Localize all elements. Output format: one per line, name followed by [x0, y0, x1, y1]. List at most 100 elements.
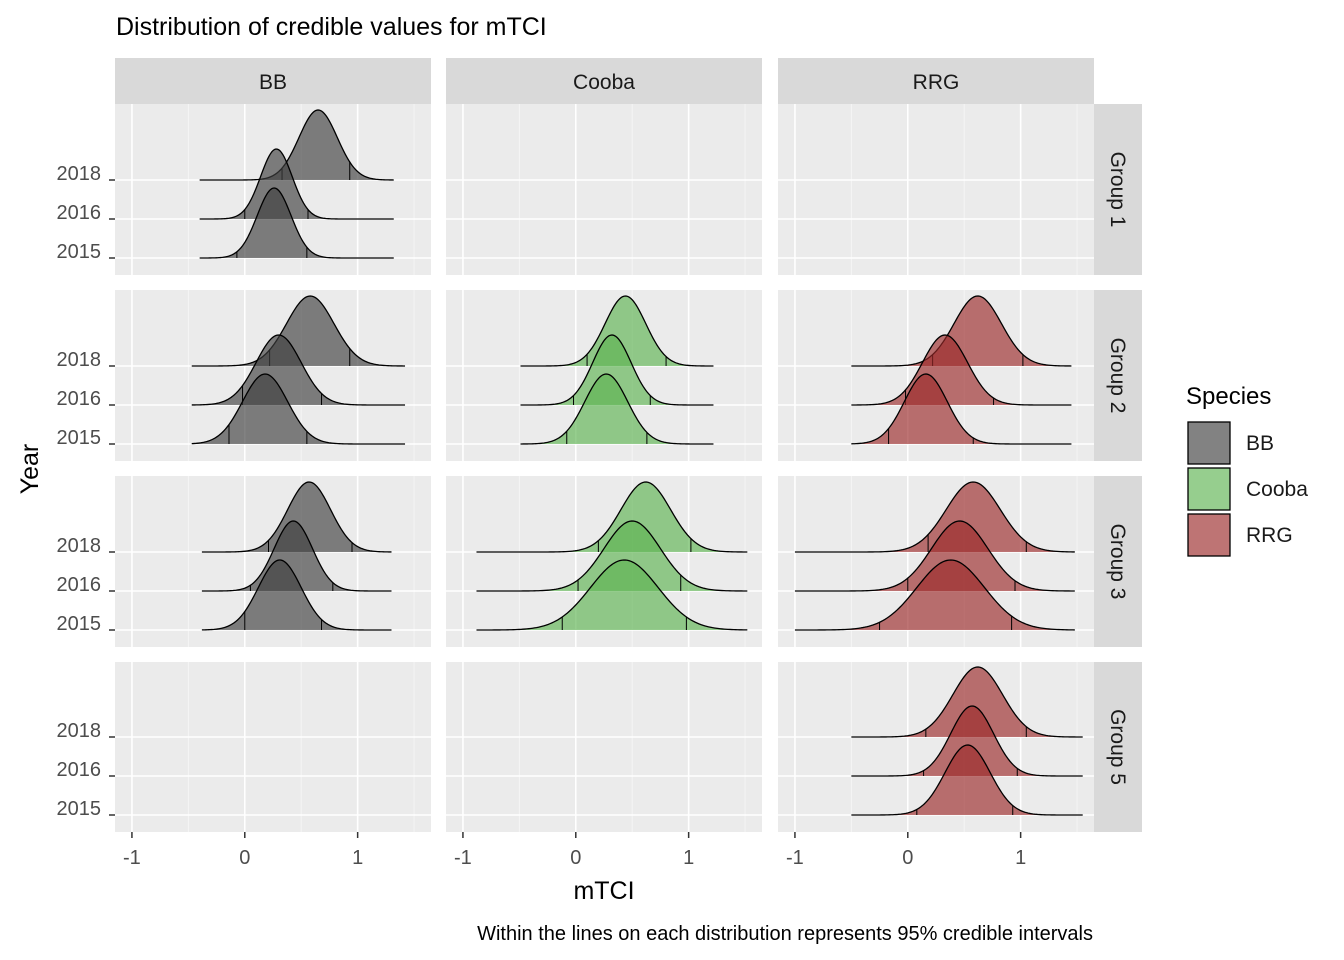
panel-cooba-group-5: [446, 662, 762, 832]
density-outline: [520, 334, 714, 406]
density-bb-group-3-2015: [201, 559, 392, 631]
density-fill: [191, 296, 406, 366]
density-rrg-group-3-2018: [794, 481, 1075, 553]
density-outline: [201, 520, 392, 592]
legend-key-rrg: [1187, 513, 1231, 557]
strip-label-rrg: RRG: [913, 71, 960, 94]
density-outline: [191, 373, 406, 445]
density-fill: [199, 149, 394, 219]
density-outline: [851, 295, 1072, 367]
y-tick-label-2018: 2018: [57, 349, 102, 371]
density-rrg-group-3-2015: [794, 559, 1075, 631]
panel-cooba-group-1: [446, 104, 762, 275]
y-tick-label-2018: 2018: [57, 720, 102, 742]
x-axis-title: mTCI: [573, 877, 634, 905]
legend: Species BB Cooba RRG: [1186, 383, 1308, 557]
density-cooba-group-2-2016: [520, 334, 714, 406]
density-outline: [199, 148, 394, 220]
density-outline: [851, 705, 1083, 777]
density-outline: [476, 520, 748, 592]
chart-caption: Within the lines on each distribution re…: [477, 923, 1093, 945]
x-tick-label: -1: [123, 847, 141, 869]
density-outline: [191, 334, 406, 406]
strip-label-group-5: Group 5: [1106, 709, 1129, 785]
density-cooba-group-3-2016: [476, 520, 748, 592]
x-tick-label: -1: [786, 847, 804, 869]
density-fill: [851, 706, 1083, 776]
x-tick-label: 1: [1015, 847, 1026, 869]
density-bb-group-1-2016: [199, 148, 394, 220]
density-outline: [476, 481, 748, 553]
strip-label-group-1: Group 1: [1106, 152, 1129, 228]
strip-group-5: [1094, 662, 1142, 832]
y-tick-label-2015: 2015: [57, 241, 102, 263]
density-outline: [191, 295, 406, 367]
legend-label-bb: BB: [1246, 432, 1274, 455]
density-fill: [520, 296, 714, 366]
density-fill: [851, 745, 1083, 815]
density-fill: [851, 335, 1072, 405]
density-outline: [476, 559, 748, 631]
density-bb-group-1-2015: [199, 187, 394, 259]
density-fill: [794, 482, 1075, 552]
density-rrg-group-5-2015: [851, 744, 1083, 816]
strip-group-2: [1094, 290, 1142, 461]
density-fill: [851, 667, 1083, 737]
strip-label-bb: BB: [259, 71, 287, 94]
y-tick-label-2015: 2015: [57, 798, 102, 820]
strip-label-group-3: Group 3: [1106, 524, 1129, 600]
density-cooba-group-3-2018: [476, 481, 748, 553]
y-tick-label-2018: 2018: [57, 535, 102, 557]
density-rrg-group-5-2016: [851, 705, 1083, 777]
y-axis-title: Year: [16, 444, 44, 495]
strip-cooba: [446, 58, 762, 104]
panel-bb-group-5: [115, 662, 431, 832]
density-cooba-group-3-2015: [476, 559, 748, 631]
y-tick-label-2018: 2018: [57, 163, 102, 185]
density-fill: [476, 521, 748, 591]
y-tick-label-2016: 2016: [57, 574, 102, 596]
density-outline: [199, 187, 394, 259]
density-fill: [851, 374, 1072, 444]
density-fill: [201, 521, 392, 591]
strip-group-1: [1094, 104, 1142, 275]
panel-background: [446, 662, 762, 832]
legend-label-cooba: Cooba: [1246, 478, 1308, 501]
x-tick-label: 1: [683, 847, 694, 869]
strip-rrg: [778, 58, 1094, 104]
y-tick-label-2016: 2016: [57, 759, 102, 781]
legend-title: Species: [1186, 383, 1271, 410]
density-bb-group-3-2016: [201, 520, 392, 592]
density-outline: [201, 559, 392, 631]
density-fill: [201, 560, 392, 630]
density-rrg-group-2-2015: [851, 373, 1072, 445]
strip-label-cooba: Cooba: [573, 71, 635, 94]
legend-key-cooba: [1187, 467, 1231, 511]
density-outline: [851, 744, 1083, 816]
panel-rrg-group-1: [778, 104, 1094, 275]
y-tick-label-2016: 2016: [57, 202, 102, 224]
density-cooba-group-2-2018: [520, 295, 714, 367]
x-tick-label: 0: [902, 847, 913, 869]
y-tick-label-2015: 2015: [57, 613, 102, 635]
density-rrg-group-5-2018: [851, 666, 1083, 738]
density-fill: [199, 188, 394, 258]
x-tick-label: 0: [570, 847, 581, 869]
density-outline: [520, 373, 714, 445]
panel-background: [778, 104, 1094, 275]
density-cooba-group-2-2015: [520, 373, 714, 445]
density-outline: [851, 334, 1072, 406]
density-fill: [794, 560, 1075, 630]
density-outline: [794, 559, 1075, 631]
density-outline: [520, 295, 714, 367]
legend-label-rrg: RRG: [1246, 524, 1293, 547]
density-fill: [794, 521, 1075, 591]
strip-label-group-2: Group 2: [1106, 338, 1129, 414]
density-fill: [476, 560, 748, 630]
density-fill: [520, 335, 714, 405]
density-outline: [199, 109, 394, 181]
density-fill: [191, 374, 406, 444]
panel-background: [446, 104, 762, 275]
density-bb-group-2-2016: [191, 334, 406, 406]
